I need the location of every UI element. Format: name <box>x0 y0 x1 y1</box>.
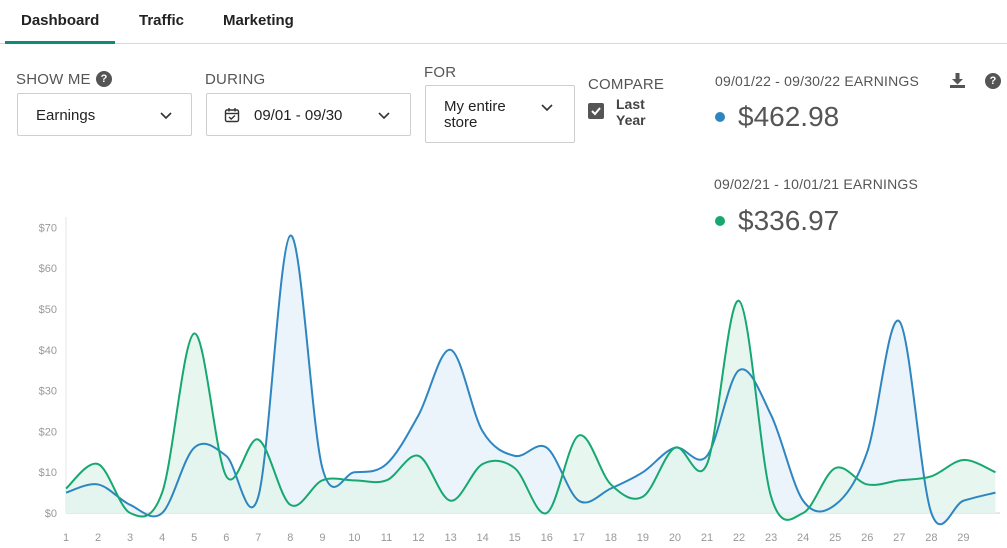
current-earnings-value: $462.98 <box>738 101 840 132</box>
y-tick-label: $60 <box>39 263 57 275</box>
earnings-chart: $0$10$20$30$40$50$60$701 2 3 4 5 6 7 8 9 10 11 12 13… <box>39 217 1000 544</box>
tab-marketing[interactable]: Marketing <box>223 12 294 29</box>
series-area-2 <box>66 300 996 520</box>
for-label: FOR <box>424 64 457 81</box>
chevron-down-icon <box>378 112 390 120</box>
x-tick-label: 6 <box>223 532 229 544</box>
chevron-down-icon <box>160 112 172 120</box>
x-tick-label: 17 <box>573 532 585 544</box>
x-tick-label: 26 <box>861 532 873 544</box>
x-tick-label: 5 <box>191 532 197 544</box>
x-tick-label: 3 <box>127 532 133 544</box>
checkmark-icon <box>591 107 601 116</box>
x-tick-label: 12 <box>412 532 424 544</box>
x-tick-label: 23 <box>765 532 777 544</box>
tab-dashboard[interactable]: Dashboard <box>21 12 100 29</box>
y-tick-label: $50 <box>39 304 57 316</box>
x-tick-label: 13 <box>444 532 456 544</box>
x-tick-label: 4 <box>159 532 165 544</box>
x-tick-label: 9 <box>319 532 325 544</box>
during-label: DURING <box>205 71 266 88</box>
previous-earnings-value: $336.97 <box>738 205 840 236</box>
x-tick-label: 15 <box>509 532 521 544</box>
x-tick-label: 21 <box>701 532 713 544</box>
x-tick-label: 8 <box>287 532 293 544</box>
x-tick-label: 2 <box>95 532 101 544</box>
x-tick-label: 27 <box>893 532 905 544</box>
tab-bar: Dashboard Traffic Marketing <box>0 0 1007 44</box>
tab-traffic[interactable]: Traffic <box>139 12 185 29</box>
series-line-1 <box>65 234 996 526</box>
y-tick-label: $20 <box>39 426 57 438</box>
x-tick-label: 28 <box>925 532 937 544</box>
x-tick-label: 10 <box>348 532 360 544</box>
active-tab-indicator <box>5 41 115 44</box>
y-tick-label: $30 <box>39 386 57 398</box>
help-icon[interactable]: ? <box>985 73 1001 89</box>
store-value-line2: store <box>444 114 478 131</box>
x-tick-label: 14 <box>477 532 489 544</box>
x-tick-label: 11 <box>381 532 392 544</box>
chevron-down-icon <box>541 104 553 112</box>
compare-label: COMPARE <box>588 76 665 93</box>
show-me-value: Earnings <box>36 107 96 124</box>
compare-option-label[interactable]: Last Year <box>616 96 656 128</box>
store-select[interactable]: My entire store <box>425 85 575 143</box>
y-tick-label: $10 <box>39 467 57 479</box>
compare-option-line1: Last <box>616 96 645 112</box>
compare-option-line2: Year <box>616 112 646 128</box>
x-tick-label: 29 <box>957 532 969 544</box>
calendar-icon <box>224 108 240 123</box>
download-icon[interactable] <box>949 72 966 89</box>
x-tick-label: 16 <box>541 532 553 544</box>
x-tick-label: 25 <box>829 532 841 544</box>
store-value-line1: My entire <box>444 98 506 115</box>
x-tick-label: 1 <box>63 532 69 544</box>
y-tick-label: $40 <box>39 345 57 357</box>
y-tick-label: $0 <box>45 508 57 520</box>
compare-checkbox[interactable] <box>588 103 604 119</box>
previous-series-dot <box>715 216 725 226</box>
x-tick-label: 19 <box>637 532 649 544</box>
x-tick-label: 22 <box>733 532 745 544</box>
y-tick-label: $70 <box>39 222 57 234</box>
date-range-select[interactable]: 09/01 - 09/30 <box>206 93 411 136</box>
current-series-dot <box>715 112 725 122</box>
x-tick-label: 20 <box>669 532 681 544</box>
previous-earnings-label: 09/02/21 - 10/01/21 EARNINGS <box>714 176 919 192</box>
x-tick-label: 24 <box>797 532 809 544</box>
series-line-2 <box>65 299 996 521</box>
show-me-select[interactable]: Earnings <box>17 93 192 136</box>
x-tick-label: 18 <box>605 532 617 544</box>
date-range-value: 09/01 - 09/30 <box>254 107 343 124</box>
show-me-label: SHOW ME <box>16 71 91 88</box>
current-earnings-label: 09/01/22 - 09/30/22 EARNINGS <box>715 73 920 89</box>
help-icon[interactable]: ? <box>96 71 112 87</box>
x-tick-label: 7 <box>255 532 261 544</box>
